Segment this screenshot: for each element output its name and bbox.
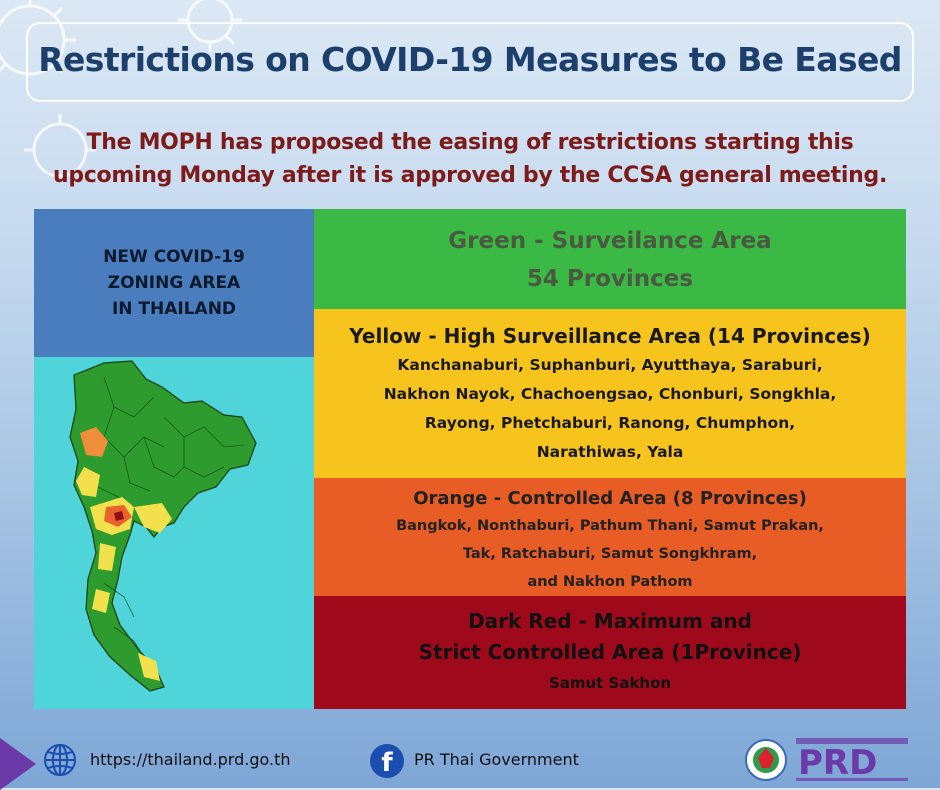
zoning-heading: NEW COVID-19 ZONING AREA IN THAILAND	[34, 209, 314, 357]
subtitle: The MOPH has proposed the easing of rest…	[20, 126, 920, 192]
zone-title: Dark Red - Maximum and	[468, 609, 752, 633]
province-line: Rayong, Phetchaburi, Ranong, Chumphon,	[424, 414, 796, 432]
subtitle-line: upcoming Monday after it is approved by …	[52, 163, 887, 188]
yellow-zone: Yellow - High Surveillance Area (14 Prov…	[314, 309, 906, 478]
title-frame	[26, 22, 914, 102]
heading-line: NEW COVID-19	[103, 247, 245, 267]
zone-title: Strict Controlled Area (1Province)	[418, 640, 802, 664]
zone-title: Green - Surveilance Area	[448, 228, 772, 254]
page-title: Restrictions on COVID-19 Measures to Be …	[38, 40, 902, 79]
thailand-map	[34, 357, 314, 709]
dark-red-zone: Dark Red - Maximum and Strict Controlled…	[314, 596, 906, 709]
province-list: Kanchanaburi, Suphanburi, Ayutthaya, Sar…	[314, 351, 906, 467]
province-line: Samut Sakhon	[548, 674, 672, 692]
province-line: Bangkok, Nonthaburi, Pathum Thani, Samut…	[396, 518, 824, 534]
province-list: Bangkok, Nonthaburi, Pathum Thani, Samut…	[314, 512, 906, 596]
logo-text: PRD	[798, 743, 877, 783]
province-line: and Nakhon Pathom	[527, 574, 693, 590]
virus-decoration	[0, 0, 242, 180]
footer-accent	[0, 738, 36, 790]
website-link[interactable]: https://thailand.prd.go.th	[90, 750, 291, 769]
zone-title: Yellow - High Surveillance Area (14 Prov…	[349, 324, 871, 348]
thailand-map-graphic	[69, 360, 257, 692]
green-zone: Green - Surveilance Area 54 Provinces	[314, 209, 906, 309]
globe-icon	[44, 744, 76, 776]
heading-line: IN THAILAND	[111, 299, 237, 319]
province-line: Tak, Ratchaburi, Samut Songkhram,	[462, 546, 758, 562]
subtitle-line: The MOPH has proposed the easing of rest…	[86, 130, 854, 155]
heading-line: ZONING AREA	[107, 273, 241, 293]
orange-zone: Orange - Controlled Area (8 Provinces) B…	[314, 478, 906, 596]
zone-count: 54 Provinces	[526, 266, 694, 292]
province-line: Nakhon Nayok, Chachoengsao, Chonburi, So…	[383, 385, 837, 403]
facebook-link[interactable]: PR Thai Government	[414, 750, 579, 769]
province-line: Kanchanaburi, Suphanburi, Ayutthaya, Sar…	[397, 356, 823, 374]
prd-logo: PRD	[745, 738, 908, 783]
facebook-icon[interactable]: f	[370, 744, 404, 778]
province-line: Narathiwas, Yala	[536, 443, 684, 461]
zone-title: Orange - Controlled Area (8 Provinces)	[413, 488, 807, 509]
